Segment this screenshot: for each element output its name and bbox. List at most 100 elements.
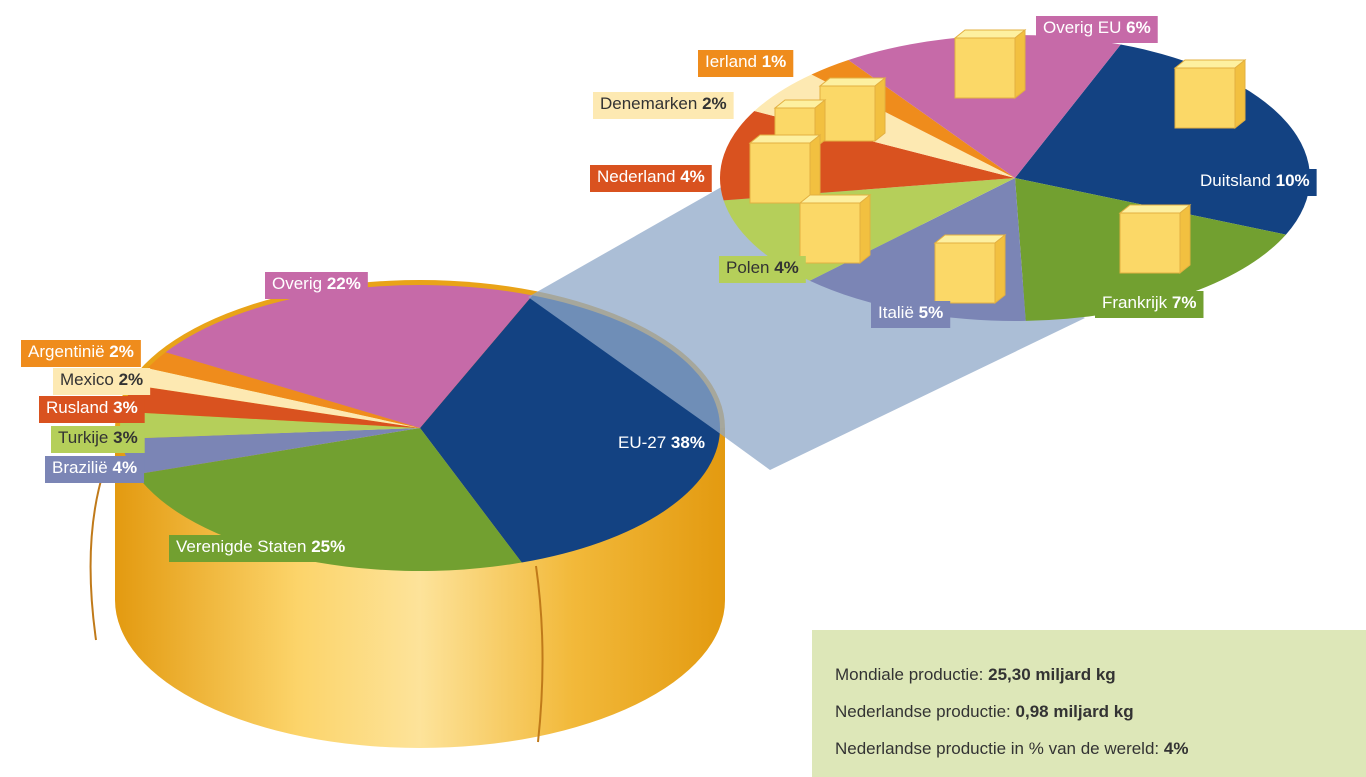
cube-side <box>874 76 886 143</box>
info-label: Mondiale productie: <box>835 665 983 684</box>
value-label: 3% <box>113 398 138 417</box>
pie-slice <box>848 35 1121 178</box>
label-background <box>1095 291 1204 318</box>
cube-side <box>1179 203 1191 275</box>
cheese-cube <box>798 193 872 265</box>
slice-label: Duitsland 10% <box>1200 171 1310 190</box>
labels: EU-27 38% Verenigde Staten 25% Brazilië 4%… <box>21 16 1317 562</box>
value-label: 5% <box>919 303 944 322</box>
slice-label: Rusland 3% <box>46 398 138 417</box>
slice-label: EU-27 38% <box>618 433 705 452</box>
info-row: Mondiale productie: 25,30 miljard kg <box>835 665 1116 684</box>
cheese-cube <box>1173 58 1247 130</box>
label-background <box>21 340 141 367</box>
value-label: 22% <box>327 274 361 293</box>
cheese-cube <box>748 133 822 205</box>
cube-top <box>1173 59 1247 69</box>
cheese-cube <box>1118 203 1192 275</box>
cheese-cube <box>818 76 887 143</box>
category-name: Duitsland <box>1200 171 1271 190</box>
category-name: Argentinië <box>28 342 105 361</box>
category-name: Rusland <box>46 398 108 417</box>
pie-slice <box>120 428 420 475</box>
cube-side <box>994 233 1006 305</box>
info-row: Nederlandse productie: 0,98 miljard kg <box>835 702 1134 721</box>
value-label: 6% <box>1126 18 1151 37</box>
label-background <box>53 368 151 395</box>
label-background <box>45 456 145 483</box>
slice-label: Verenigde Staten 25% <box>176 537 345 556</box>
category-name: Brazilië <box>52 458 108 477</box>
label-background <box>265 272 368 299</box>
cube-front <box>934 242 996 304</box>
value-label: 38% <box>671 433 705 452</box>
info-row: Nederlandse productie in % van de wereld… <box>835 739 1188 758</box>
value-label: 4% <box>680 167 705 186</box>
value-label: 10% <box>1276 171 1310 190</box>
info-label: Nederlandse productie in % van de wereld… <box>835 739 1159 758</box>
cube-side <box>1234 58 1246 130</box>
info-value: 25,30 miljard kg <box>988 665 1116 684</box>
cube-top <box>933 234 1007 244</box>
slice-label: Overig EU 6% <box>1043 18 1151 37</box>
value-label: 2% <box>109 342 134 361</box>
slice-label: Argentinië 2% <box>28 342 134 361</box>
info-value: 4% <box>1164 739 1189 758</box>
category-name: Mexico <box>60 370 114 389</box>
label-background <box>1036 16 1158 43</box>
info-box: Mondiale productie: 25,30 miljard kg Nede… <box>812 630 1366 777</box>
label-background <box>593 92 734 119</box>
category-name: Denemarken <box>600 94 697 113</box>
pie-slice <box>147 352 420 428</box>
label-background <box>169 535 353 562</box>
slice-label: Turkije 3% <box>58 428 138 447</box>
cube-front <box>819 85 876 142</box>
cheese-cube <box>933 233 1007 305</box>
label-background <box>39 396 145 423</box>
rind-line <box>535 565 544 743</box>
cube-top <box>818 77 887 87</box>
cube-side <box>1014 28 1026 100</box>
slice-label: Polen 4% <box>726 258 799 277</box>
label-background <box>51 426 145 453</box>
category-name: Ierland <box>705 52 757 71</box>
label-background <box>719 256 806 283</box>
label-background <box>1193 169 1317 196</box>
cheese-cube <box>953 28 1027 100</box>
category-name: Frankrijk <box>1102 293 1168 312</box>
value-label: 4% <box>112 458 137 477</box>
value-label: 4% <box>774 258 799 277</box>
category-name: Overig <box>272 274 322 293</box>
connector-band <box>528 148 1085 470</box>
category-name: Nederland <box>597 167 675 186</box>
cube-top <box>953 29 1027 39</box>
value-label: 3% <box>113 428 138 447</box>
slice-label: Ierland 1% <box>705 52 786 71</box>
info-background <box>812 630 1366 777</box>
cube-top <box>748 134 822 144</box>
category-name: Turkije <box>58 428 108 447</box>
pie-slice <box>133 368 421 428</box>
slice-label: Frankrijk 7% <box>1102 293 1196 312</box>
slice-label: Nederland 4% <box>597 167 705 186</box>
category-name: Polen <box>726 258 769 277</box>
value-label: 2% <box>702 94 727 113</box>
rind-line <box>89 469 105 641</box>
cube-front <box>749 142 811 204</box>
cube-front <box>1119 212 1181 274</box>
main-pie <box>89 280 725 748</box>
value-label: 2% <box>119 370 144 389</box>
label-background <box>698 50 794 77</box>
cube-top <box>798 194 872 204</box>
label-background <box>590 165 712 192</box>
slice-label: Italië 5% <box>878 303 943 322</box>
category-name: EU-27 <box>618 433 666 452</box>
value-label: 25% <box>311 537 345 556</box>
value-label: 1% <box>762 52 787 71</box>
pie-slice <box>119 411 421 439</box>
slice-label: Denemarken 2% <box>600 94 727 113</box>
slice-label: Brazilië 4% <box>52 458 137 477</box>
cube-side <box>809 133 821 205</box>
label-background <box>611 431 712 458</box>
